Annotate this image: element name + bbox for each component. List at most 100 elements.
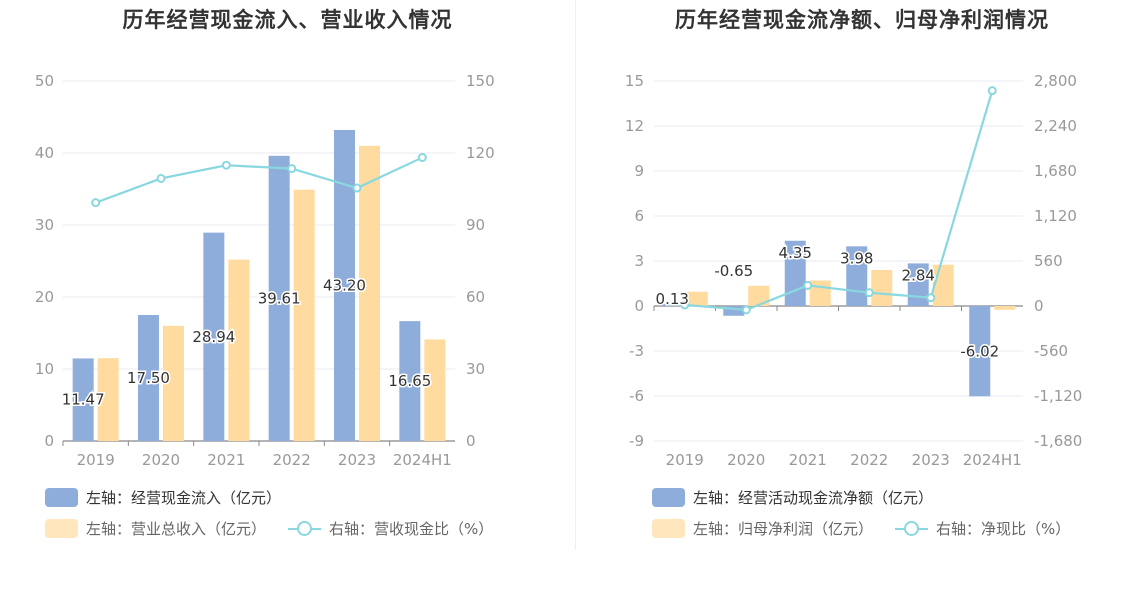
left-chart-y-left-tick: 0 xyxy=(44,432,54,450)
legend-label-net-cash-ratio: 右轴：净现比（%） xyxy=(936,520,1071,538)
legend-item-cash-ratio[interactable]: 右轴：营收现金比（%） xyxy=(288,518,493,539)
left-chart-y-right-tick: 90 xyxy=(466,216,485,234)
left-chart-bar-series2 xyxy=(359,145,380,442)
legend-line-swatch-net-cash-ratio xyxy=(895,519,929,538)
right-chart-y-right-tick: 2,240 xyxy=(1034,117,1077,135)
legend-item-net-profit[interactable]: 左轴：归母净利润（亿元） xyxy=(652,518,873,539)
left-chart-y-right-tick: 150 xyxy=(466,72,495,90)
left-chart-y-right-tick: 60 xyxy=(466,288,485,306)
right-chart-data-label: -6.02 xyxy=(960,342,999,360)
right-chart-y-right-tick: 0 xyxy=(1034,297,1044,315)
left-chart-data-label: 11.47 xyxy=(62,391,105,409)
left-chart-bar-series2 xyxy=(293,189,315,441)
right-chart-y-left-tick: 6 xyxy=(634,207,644,225)
right-chart-bar-series2 xyxy=(871,270,893,306)
right-chart-line-series xyxy=(684,90,994,311)
left-chart-x-tick-label: 2022 xyxy=(273,451,311,469)
left-chart-bar-series2 xyxy=(97,358,119,441)
left-chart-line-point xyxy=(91,198,101,208)
left-chart-y-left-tick: 50 xyxy=(35,72,54,90)
right-chart-bar-series1 xyxy=(969,306,991,397)
right-chart-data-label: 4.35 xyxy=(779,244,812,262)
right-chart-y-right-tick: -1,120 xyxy=(1034,387,1082,405)
right-chart-bar-series2 xyxy=(686,291,708,306)
right-chart-x-tick-label: 2024H1 xyxy=(963,451,1022,469)
chart-title-right: 历年经营现金流净额、归母净利润情况 xyxy=(675,8,1049,32)
right-chart-data-label: 3.98 xyxy=(840,249,873,267)
left-chart-data-label: 17.50 xyxy=(127,369,170,387)
right-chart-y-left-tick: 15 xyxy=(625,72,644,90)
left-chart-bar-series2 xyxy=(228,259,250,441)
left-chart-y-left-tick: 40 xyxy=(35,144,54,162)
legend-label-cash-inflow: 左轴：经营现金流入（亿元） xyxy=(86,489,282,507)
left-chart-line-point xyxy=(221,160,231,170)
legend-label-cash-ratio: 右轴：营收现金比（%） xyxy=(329,520,494,538)
legend-swatch-cash-inflow xyxy=(45,488,78,507)
right-chart-y-left-tick: -3 xyxy=(629,342,644,360)
chart-panel-left: 历年经营现金流入、营业收入情况 0 0 10 30 20 60 30 90 40 120 50 150… xyxy=(0,0,575,560)
right-chart-bar-series1 xyxy=(723,306,745,316)
legend-item-cash-inflow[interactable]: 左轴：经营现金流入（亿元） xyxy=(45,487,281,508)
right-chart-bar-series1 xyxy=(784,240,806,306)
left-chart-bar-series2 xyxy=(424,339,446,441)
left-chart-x-tick-label: 2021 xyxy=(207,451,245,469)
left-chart-y-left-tick: 20 xyxy=(35,288,54,306)
left-chart-bar-series1 xyxy=(203,232,225,441)
left-chart-data-label: 16.65 xyxy=(388,372,431,390)
right-chart-y-right-tick: 1,680 xyxy=(1034,162,1077,180)
legend-label-revenue: 左轴：营业总收入（亿元） xyxy=(86,520,267,538)
right-chart-bar-series2 xyxy=(748,285,770,306)
right-chart-y-right-tick: 560 xyxy=(1034,252,1063,270)
right-chart-line-point xyxy=(926,293,936,303)
right-chart-data-label: 0.13 xyxy=(656,290,689,308)
right-chart-y-right-tick: -1,680 xyxy=(1034,432,1082,450)
left-chart-data-label: 28.94 xyxy=(192,328,235,346)
right-chart-y-left-tick: 0 xyxy=(634,297,644,315)
legend-swatch-revenue xyxy=(45,519,78,538)
left-chart-bar-series1 xyxy=(268,155,290,442)
right-chart-line-point xyxy=(864,288,874,298)
right-chart-x-tick-label: 2020 xyxy=(727,451,765,469)
left-chart-y-left-tick: 30 xyxy=(35,216,54,234)
right-chart-bar-series2 xyxy=(809,280,831,306)
left-chart-bar-series1 xyxy=(399,321,421,441)
left-chart-x-tick-label: 2024H1 xyxy=(393,451,452,469)
right-chart-y-right-tick: 1,120 xyxy=(1034,207,1077,225)
left-chart-x-tick-label: 2020 xyxy=(142,451,180,469)
legend-right: 左轴：经营活动现金流净额（亿元） 左轴：归母净利润（亿元） 右轴：净现比（%） xyxy=(652,482,1092,544)
legend-item-revenue[interactable]: 左轴：营业总收入（亿元） xyxy=(45,518,266,539)
left-chart-line-point xyxy=(352,183,362,193)
chart-panel-right: 历年经营现金流净额、归母净利润情况 -9 -1,680 -6 -1,120 -3 -560… xyxy=(577,0,1147,560)
right-chart-y-left-tick: 9 xyxy=(634,162,644,180)
legend-item-net-cash-flow[interactable]: 左轴：经营活动现金流净额（亿元） xyxy=(652,487,933,508)
right-chart-y-right-tick: 2,800 xyxy=(1034,72,1077,90)
left-chart-data-label: 39.61 xyxy=(258,289,301,307)
right-chart-line-point xyxy=(680,300,690,310)
chart-left-svg: 0 0 10 30 20 60 30 90 40 120 50 150 2019 2020 2021 2022… xyxy=(35,72,495,469)
chart-title-left: 历年经营现金流入、营业收入情况 xyxy=(122,8,453,32)
legend-swatch-net-cash-flow xyxy=(652,488,685,507)
right-chart-line-point xyxy=(803,280,813,290)
left-chart-x-tick-label: 2019 xyxy=(77,451,115,469)
right-chart-y-right-tick: -560 xyxy=(1034,342,1068,360)
legend-item-net-cash-ratio[interactable]: 右轴：净现比（%） xyxy=(895,518,1070,539)
right-chart-data-label: 2.84 xyxy=(902,266,935,284)
right-chart-x-tick-label: 2023 xyxy=(912,451,950,469)
chart-right-svg: -9 -1,680 -6 -1,120 -3 -560 0 0 3 560 6 1,120 9 1,680… xyxy=(625,72,1082,469)
right-chart-y-left-tick: -9 xyxy=(629,432,644,450)
left-chart-y-right-tick: 120 xyxy=(466,144,495,162)
right-chart-line-point xyxy=(741,305,751,315)
right-chart-bar-series2 xyxy=(932,264,954,306)
right-chart-bar-series1 xyxy=(661,304,683,306)
right-chart-y-left-tick: 12 xyxy=(625,117,644,135)
right-chart-x-tick-label: 2022 xyxy=(850,451,888,469)
left-chart-line-series xyxy=(95,156,423,204)
right-chart-data-label: -0.65 xyxy=(714,262,753,280)
legend-line-swatch-cash-ratio xyxy=(288,519,322,538)
left-chart-y-left-tick: 10 xyxy=(35,360,54,378)
right-chart-line-point xyxy=(987,86,997,96)
left-chart-line-point xyxy=(417,153,427,163)
legend-label-net-cash-flow: 左轴：经营活动现金流净额（亿元） xyxy=(693,489,934,507)
left-chart-data-label: 43.20 xyxy=(323,276,366,294)
left-chart-bar-series1 xyxy=(334,129,355,441)
